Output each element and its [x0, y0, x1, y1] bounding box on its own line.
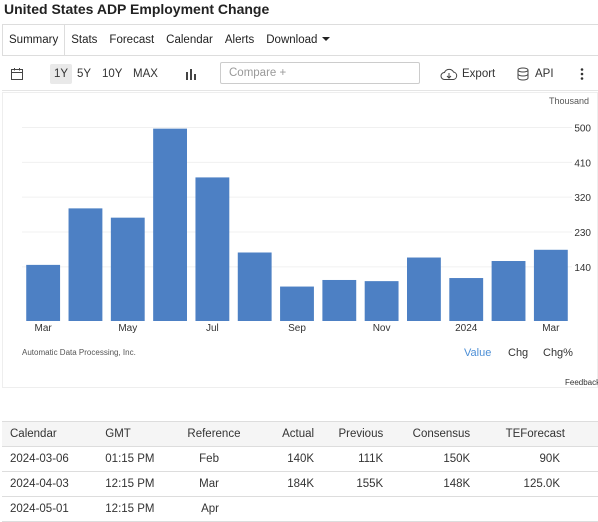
caret-down-icon — [322, 36, 331, 41]
cell-teforecast — [470, 496, 598, 522]
range-10y[interactable]: 10Y — [102, 68, 123, 80]
tab-calendar[interactable]: Calendar — [166, 34, 213, 46]
export-label: Export — [462, 68, 496, 80]
cell-reference: Mar — [187, 471, 257, 497]
view-value[interactable]: Value — [464, 347, 492, 359]
download-label: Download — [266, 34, 318, 46]
more-options-icon[interactable] — [580, 58, 584, 90]
cell-date: 2024-03-06 — [2, 446, 106, 472]
col-actual: Actual — [256, 421, 315, 447]
cell-date: 2024-05-01 — [2, 496, 106, 522]
table-row: 2024-03-06 01:15 PM Feb 140K 111K 150K 9… — [2, 446, 598, 472]
col-calendar: Calendar — [2, 421, 106, 447]
col-teforecast: TEForecast — [470, 421, 598, 447]
api-label: API — [535, 68, 554, 80]
bar-chart-icon[interactable] — [185, 58, 197, 90]
nav-tabs: Summary Stats Forecast Calendar Alerts D… — [2, 24, 598, 56]
cell-actual: 140K — [256, 446, 315, 472]
range-5y[interactable]: 5Y — [77, 68, 92, 80]
chart-toolbar: 1Y 5Y 10Y MAX Export API — [2, 58, 598, 91]
chart-container — [2, 92, 598, 388]
chart-source: Automatic Data Processing, Inc. — [22, 348, 136, 357]
cell-reference: Feb — [187, 446, 257, 472]
cell-date: 2024-04-03 — [2, 471, 106, 497]
database-icon — [517, 67, 529, 81]
calendar-table: Calendar GMT Reference Actual Previous C… — [2, 421, 598, 522]
range-1y[interactable]: 1Y — [50, 64, 73, 84]
view-chg-pct[interactable]: Chg% — [543, 347, 573, 359]
api-button[interactable]: API — [516, 58, 554, 90]
cell-consensus: 148K — [383, 471, 471, 497]
col-gmt: GMT — [105, 421, 188, 447]
tab-download[interactable]: Download — [260, 25, 336, 55]
cell-actual — [256, 496, 315, 522]
cell-gmt: 01:15 PM — [105, 446, 188, 472]
compare-input[interactable] — [220, 62, 420, 84]
tab-forecast[interactable]: Forecast — [109, 34, 155, 46]
cell-consensus: 150K — [383, 446, 471, 472]
table-row: 2024-04-03 12:15 PM Mar 184K 155K 148K 1… — [2, 471, 598, 497]
cell-previous: 155K — [314, 471, 384, 497]
cloud-download-icon — [440, 68, 458, 80]
cell-reference: Apr — [187, 496, 257, 522]
table-row: 2024-05-01 12:15 PM Apr — [2, 496, 598, 522]
cell-previous: 111K — [314, 446, 384, 472]
cell-gmt: 12:15 PM — [105, 496, 188, 522]
tab-summary[interactable]: Summary — [2, 25, 66, 55]
range-max[interactable]: MAX — [133, 68, 158, 80]
view-chg[interactable]: Chg — [508, 347, 529, 359]
calendar-icon[interactable] — [10, 58, 24, 90]
col-consensus: Consensus — [383, 421, 471, 447]
cell-previous — [314, 496, 384, 522]
cell-consensus — [383, 496, 471, 522]
feedback-link[interactable]: Feedback — [565, 378, 598, 387]
cell-teforecast: 125.0K — [470, 471, 598, 497]
col-previous: Previous — [314, 421, 384, 447]
tab-alerts[interactable]: Alerts — [224, 34, 255, 46]
export-button[interactable]: Export — [440, 58, 495, 90]
tab-stats[interactable]: Stats — [71, 34, 98, 46]
cell-actual: 184K — [256, 471, 315, 497]
cell-teforecast: 90K — [470, 446, 598, 472]
col-reference: Reference — [187, 421, 257, 447]
calendar-header-row: Calendar GMT Reference Actual Previous C… — [2, 421, 598, 447]
page-title: United States ADP Employment Change — [4, 1, 270, 17]
cell-gmt: 12:15 PM — [105, 471, 188, 497]
